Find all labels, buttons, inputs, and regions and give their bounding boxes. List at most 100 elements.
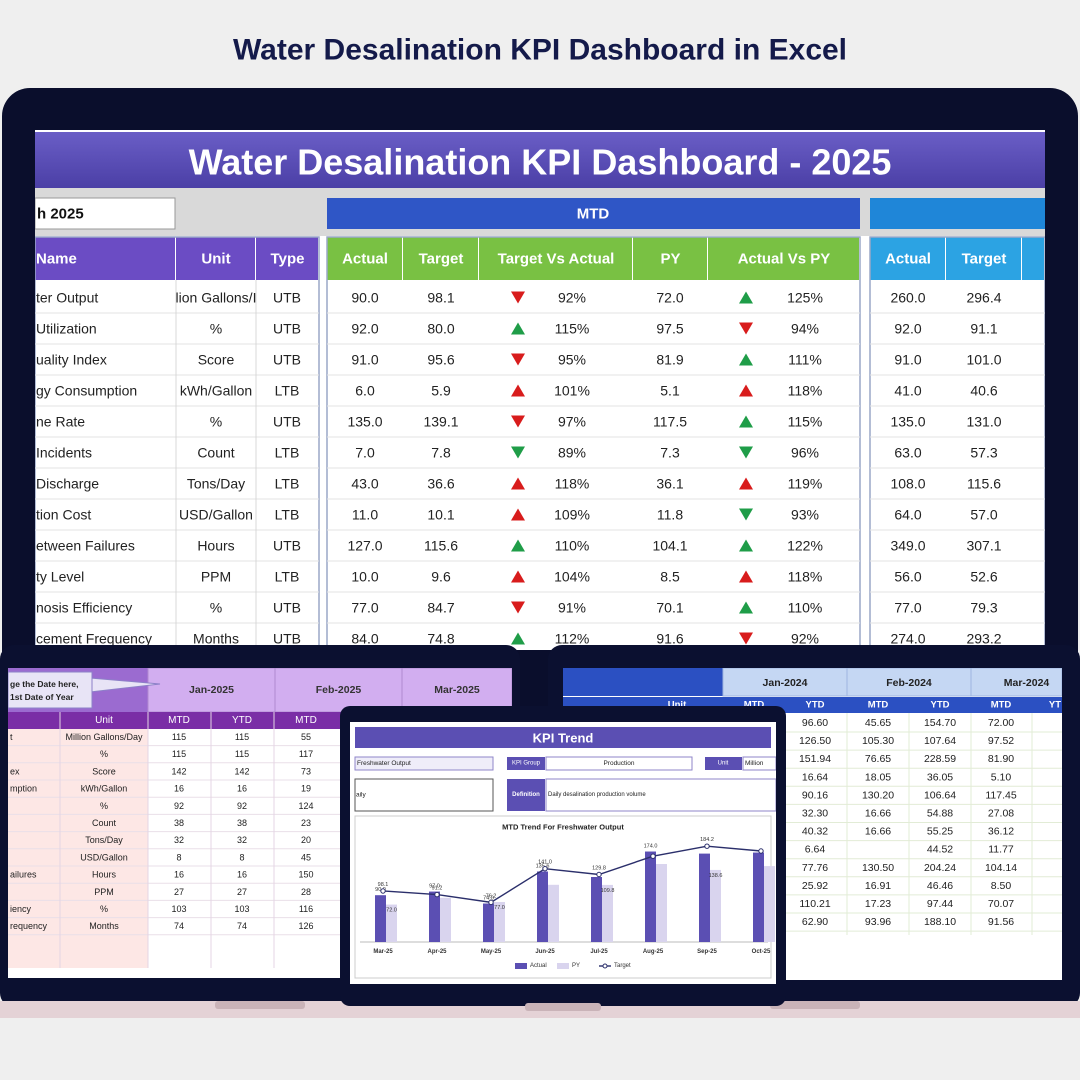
cell-value: 117.45 bbox=[985, 789, 1016, 801]
data-label: 138.6 bbox=[709, 873, 723, 879]
ytd-actual: 135.0 bbox=[890, 414, 925, 430]
cell-value: 32 bbox=[174, 835, 184, 845]
bar bbox=[429, 891, 440, 942]
status-arrow bbox=[739, 632, 753, 645]
target-vs-actual: 104% bbox=[554, 569, 590, 585]
month-value: h 2025 bbox=[37, 206, 84, 223]
kpi-unit: Months bbox=[193, 631, 239, 647]
cell-value: 38 bbox=[237, 818, 247, 828]
field-label: KPI Group bbox=[512, 761, 541, 767]
cell-value: 92 bbox=[174, 801, 184, 811]
line-marker bbox=[758, 848, 764, 854]
cell-value: 92 bbox=[237, 801, 247, 811]
cell-value: 32.30 bbox=[802, 808, 828, 820]
kpi-unit: Months bbox=[89, 921, 119, 931]
ytd-actual: 63.0 bbox=[894, 445, 921, 461]
cell-value: 8.50 bbox=[991, 880, 1012, 892]
target-vs-actual: 97% bbox=[558, 414, 586, 430]
target-vs-actual: 112% bbox=[555, 631, 590, 647]
mtd-py: 81.9 bbox=[656, 352, 683, 368]
actual-vs-py: 119% bbox=[788, 476, 823, 492]
mtd-actual: 43.0 bbox=[351, 476, 378, 492]
mtd-actual: 127.0 bbox=[347, 538, 382, 554]
cell-value: 70.07 bbox=[988, 898, 1014, 910]
cell-value: 28 bbox=[301, 887, 311, 897]
header-cell bbox=[256, 237, 318, 280]
cell-value: 142 bbox=[171, 766, 186, 776]
field-value: Production bbox=[603, 760, 634, 767]
mtd-actual: 10.0 bbox=[351, 569, 378, 585]
column-header: YTD bbox=[931, 700, 950, 711]
center-screen: KPI Trend Freshwater Output KPI Group Produ… bbox=[350, 722, 776, 984]
line-marker bbox=[596, 871, 602, 878]
cell-value: 124 bbox=[298, 801, 313, 811]
title-bar bbox=[35, 132, 1045, 188]
field-value: Million bbox=[745, 760, 764, 767]
cell-value: 19 bbox=[301, 784, 311, 794]
kpi-unit: lion Gallons/I bbox=[176, 290, 257, 306]
actual-vs-py: 122% bbox=[787, 538, 823, 554]
kpi-unit: % bbox=[210, 414, 222, 430]
kpi-type: UTB bbox=[273, 600, 301, 616]
column-header: PY bbox=[660, 251, 680, 268]
month-label: Feb-2025 bbox=[316, 684, 362, 696]
target-vs-actual: 92% bbox=[558, 290, 586, 306]
bar bbox=[753, 852, 764, 942]
x-tick-label: May-25 bbox=[481, 949, 502, 955]
ytd-actual: 41.0 bbox=[894, 383, 921, 399]
kpi-name: tion Cost bbox=[36, 507, 91, 523]
target-vs-actual: 109% bbox=[554, 507, 590, 523]
kpi-type: UTB bbox=[273, 290, 301, 306]
data-label: 91.2 bbox=[432, 886, 443, 892]
actual-vs-py: 94% bbox=[791, 321, 819, 337]
cell-value: 25.92 bbox=[802, 880, 828, 892]
bar bbox=[591, 877, 602, 942]
cell-value: 6.64 bbox=[805, 844, 826, 856]
column-header: YT bbox=[1049, 700, 1061, 711]
cell-value: 91.56 bbox=[988, 916, 1014, 928]
status-arrow bbox=[511, 570, 525, 583]
cell-value: 126 bbox=[298, 921, 313, 931]
cell-value: 20 bbox=[301, 835, 311, 845]
kpi-select bbox=[354, 756, 494, 771]
cell-value: 5.10 bbox=[991, 771, 1012, 783]
column-header: Actual bbox=[885, 251, 931, 268]
month-cell bbox=[970, 668, 1062, 697]
status-arrow bbox=[739, 353, 753, 366]
ytd-actual: 92.0 bbox=[894, 321, 921, 337]
main-screen: Water Desalination KPI Dashboard - 2025 h… bbox=[35, 130, 1045, 650]
callout-box bbox=[8, 671, 93, 709]
cell-value: 55.25 bbox=[927, 826, 953, 838]
kpi-name: etween Failures bbox=[36, 538, 135, 554]
column-header: MTD bbox=[991, 700, 1012, 711]
cell-value: 16 bbox=[237, 784, 247, 794]
status-arrow bbox=[739, 415, 753, 428]
field-label: Definition bbox=[512, 792, 540, 798]
cell-value: 36.12 bbox=[988, 826, 1014, 838]
kpi-unit: Tons/Day bbox=[85, 835, 123, 845]
ytd-target: 131.0 bbox=[966, 414, 1001, 430]
kpi-name: uality Index bbox=[36, 352, 107, 368]
status-arrow bbox=[511, 353, 525, 366]
kpi-type: UTB bbox=[273, 631, 301, 647]
target-vs-actual: 95% bbox=[558, 352, 586, 368]
legend-swatch bbox=[515, 963, 527, 969]
cell-value: 77.76 bbox=[802, 862, 828, 874]
cell-value: 17.23 bbox=[865, 898, 891, 910]
mtd-py: 7.3 bbox=[660, 445, 680, 461]
status-arrow bbox=[739, 601, 753, 614]
status-arrow bbox=[739, 477, 753, 490]
bar bbox=[548, 884, 559, 942]
mtd-actual: 11.0 bbox=[352, 507, 378, 523]
mtd-py: 117.5 bbox=[653, 414, 687, 430]
mtd-py: 5.1 bbox=[660, 383, 680, 399]
column-header: Name bbox=[36, 251, 77, 268]
kpi-type: UTB bbox=[273, 414, 301, 430]
trend-title: KPI Trend bbox=[533, 731, 594, 746]
mtd-target: 84.7 bbox=[427, 600, 454, 616]
data-label: 97.0 bbox=[429, 884, 440, 890]
kpi-unit: PPM bbox=[94, 887, 114, 897]
cell-value: 18.05 bbox=[865, 771, 891, 783]
header-band bbox=[563, 668, 723, 696]
